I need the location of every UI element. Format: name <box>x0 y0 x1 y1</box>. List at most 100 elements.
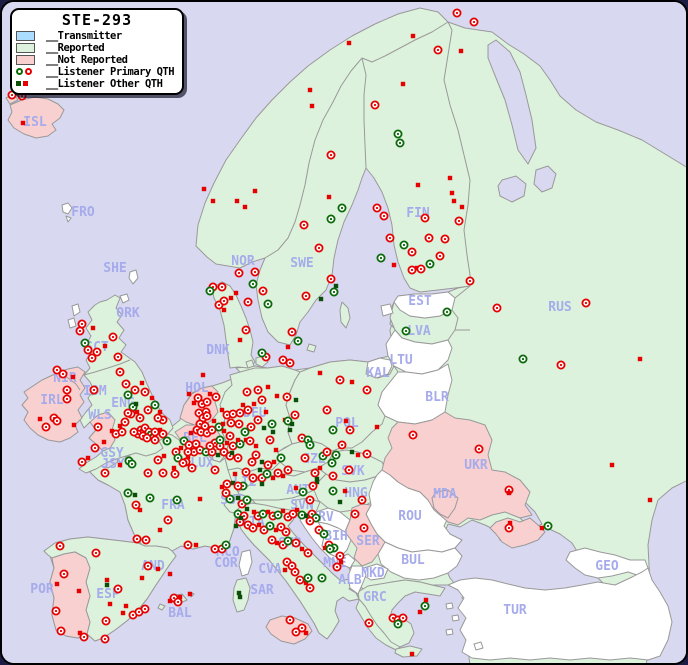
listener-primary-marker <box>113 584 123 594</box>
listener-other-marker <box>201 186 207 192</box>
listener-primary-marker <box>247 457 257 467</box>
listener-other-marker <box>338 559 344 565</box>
listener-primary-marker <box>267 419 277 429</box>
listener-other-marker <box>265 384 271 390</box>
listener-other-marker <box>309 103 315 109</box>
listener-other-marker <box>417 609 423 615</box>
listener-primary-marker <box>153 455 163 465</box>
listener-primary-marker <box>504 523 514 533</box>
listener-primary-marker <box>362 385 372 395</box>
listener-primary-marker <box>113 352 123 362</box>
listener-primary-marker <box>59 569 69 579</box>
listener-other-marker <box>238 515 244 521</box>
listener-primary-marker <box>228 441 238 451</box>
country-label-ltu: LTU <box>389 353 413 368</box>
listener-primary-marker <box>581 298 591 308</box>
listener-primary-marker <box>225 431 235 441</box>
listener-other-marker <box>120 610 126 616</box>
listener-other-marker <box>54 581 60 587</box>
listener-other-marker <box>20 120 26 126</box>
listener-other-marker <box>230 480 236 486</box>
listener-primary-marker <box>52 416 62 426</box>
country-label-mda: MDA <box>433 487 457 502</box>
listener-other-marker <box>506 490 512 496</box>
country-label-mkd: MKD <box>361 566 385 581</box>
country-label-por: POR <box>30 582 54 597</box>
listener-primary-marker <box>101 616 111 626</box>
listener-other-marker <box>270 475 276 481</box>
listener-other-marker <box>265 509 271 515</box>
listener-primary-marker <box>253 415 263 425</box>
country-label-geo: GEO <box>595 559 619 574</box>
listener-primary-marker <box>317 573 327 583</box>
listener-primary-marker <box>265 435 275 445</box>
listener-other-marker <box>220 421 226 427</box>
listener-primary-marker <box>248 473 258 483</box>
legend-row-transmitter: __Transmitter <box>16 30 178 42</box>
listener-primary-marker <box>262 469 272 479</box>
listener-primary-marker <box>282 392 292 402</box>
listener-other-marker <box>318 296 324 302</box>
country-label-fro: FRO <box>71 205 95 220</box>
listener-primary-marker <box>90 443 100 453</box>
listener-primary-marker <box>92 347 102 357</box>
listener-primary-marker <box>248 523 258 533</box>
listener-primary-marker <box>202 411 212 421</box>
listener-other-marker <box>458 48 464 54</box>
listener-primary-marker <box>298 487 308 497</box>
listener-primary-marker <box>416 264 426 274</box>
listener-primary-marker <box>329 287 339 297</box>
listener-other-marker <box>314 476 320 482</box>
transmitter-swatch-icon <box>16 30 42 41</box>
legend-row-not-reported: __Not Reported <box>16 54 178 66</box>
listener-other-marker <box>244 506 250 512</box>
country-faroe <box>61 202 73 215</box>
country-rhodes <box>473 641 484 651</box>
listener-primary-marker <box>245 436 255 446</box>
listener-primary-marker <box>401 326 411 336</box>
listener-primary-marker <box>100 634 110 644</box>
listener-other-marker <box>178 445 184 451</box>
listener-primary-marker <box>398 613 408 623</box>
listener-primary-marker <box>235 408 245 418</box>
listener-primary-marker <box>233 481 243 491</box>
listener-primary-marker <box>300 453 310 463</box>
listener-primary-marker <box>163 515 173 525</box>
listener-primary-marker <box>150 427 160 437</box>
listener-primary-marker <box>93 422 103 432</box>
listener-primary-marker <box>228 409 238 419</box>
listener-primary-marker <box>290 567 300 577</box>
listener-primary-marker <box>326 274 336 284</box>
listener-primary-marker <box>242 495 252 505</box>
listener-primary-marker <box>193 393 203 403</box>
listener-other-marker <box>274 540 280 546</box>
listener-primary-marker <box>492 303 502 313</box>
listener-primary-marker <box>408 430 418 440</box>
listener-primary-marker <box>350 509 360 519</box>
listener-other-marker <box>287 427 293 433</box>
listener-other-marker <box>349 379 355 385</box>
listener-primary-marker <box>372 203 382 213</box>
country-label-she: SHE <box>103 261 126 276</box>
listener-primary-marker <box>241 467 251 477</box>
listener-primary-marker <box>393 619 403 629</box>
listener-primary-marker <box>305 583 315 593</box>
listener-primary-marker <box>337 440 347 450</box>
listener-primary-marker <box>225 494 235 504</box>
country-aegean-island <box>451 614 460 622</box>
listener-primary-marker <box>243 297 253 307</box>
listener-primary-marker <box>173 597 183 607</box>
listener-primary-marker <box>263 460 273 470</box>
listener-primary-marker <box>263 299 273 309</box>
country-label-irl: IRL <box>40 393 64 408</box>
listener-primary-marker <box>303 548 313 558</box>
country-hebrides-1 <box>71 303 81 317</box>
listener-other-marker <box>237 337 243 343</box>
listener-primary-marker <box>335 375 345 385</box>
listener-other-marker <box>161 453 167 459</box>
listener-primary-marker <box>173 453 183 463</box>
listener-other-marker <box>647 497 653 503</box>
listener-other-marker <box>215 452 221 458</box>
country-label-cva: CVA <box>258 562 282 577</box>
listener-primary-marker <box>322 447 332 457</box>
